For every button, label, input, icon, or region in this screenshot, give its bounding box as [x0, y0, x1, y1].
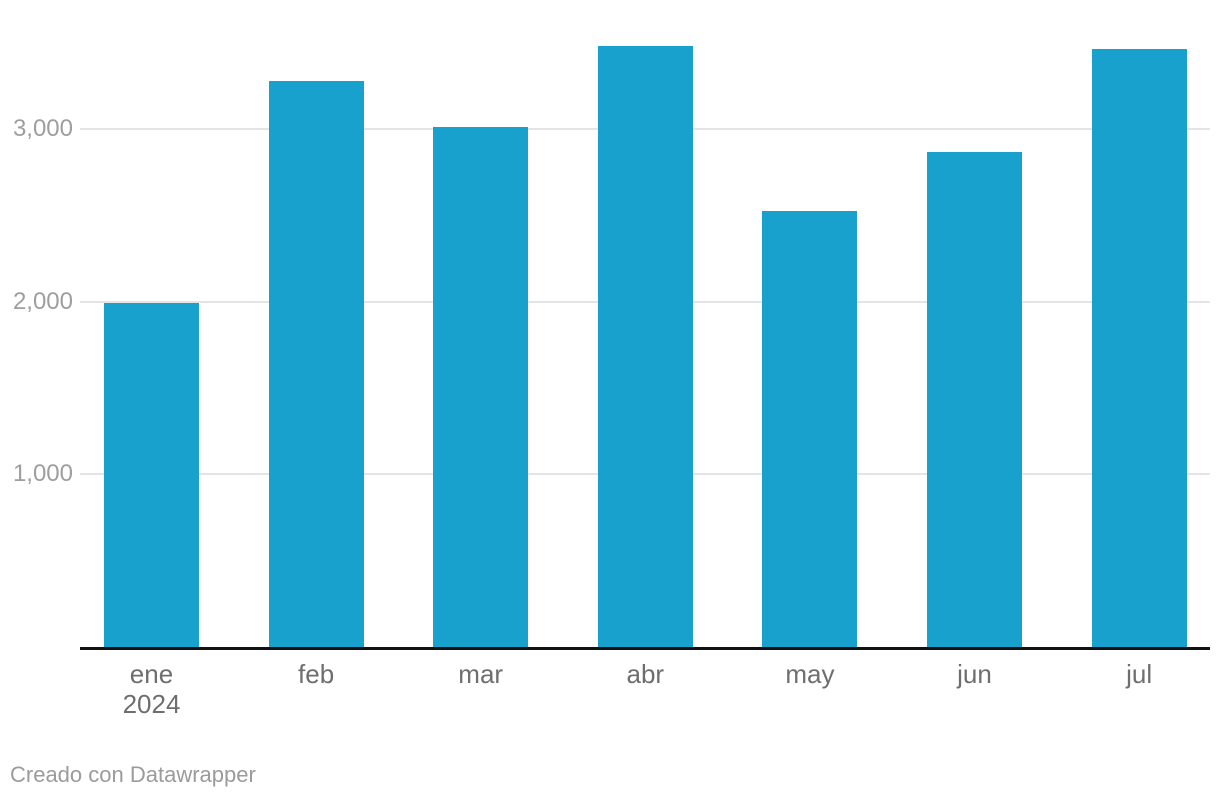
bar-jul[interactable]	[1091, 48, 1187, 647]
x-tick-label-feb: feb	[298, 659, 335, 689]
y-tick-label-3000: 3,000	[12, 115, 73, 142]
y-tick-label-1000: 1,000	[12, 460, 73, 488]
bar-ene[interactable]	[104, 303, 199, 647]
x-tick-label-may: may	[785, 659, 835, 689]
x-tick-label-jun: jun	[957, 659, 992, 689]
y-tick-label-2000: 2,000	[12, 287, 73, 315]
attribution-link[interactable]: Creado con Datawrapper	[10, 762, 256, 787]
x-tick-label-abr: abr	[626, 659, 665, 689]
x-axis-baseline	[80, 647, 1210, 650]
bar-feb[interactable]	[268, 80, 364, 647]
bar-mar[interactable]	[433, 127, 529, 647]
x-tick-label-mar: mar	[458, 659, 504, 689]
bar-abr[interactable]	[597, 46, 693, 647]
bar-jun[interactable]	[927, 152, 1022, 647]
bar-may[interactable]	[762, 211, 858, 647]
x-tick-label-ene: ene 2024	[122, 659, 181, 719]
x-tick-label-jul: jul	[1126, 659, 1153, 689]
